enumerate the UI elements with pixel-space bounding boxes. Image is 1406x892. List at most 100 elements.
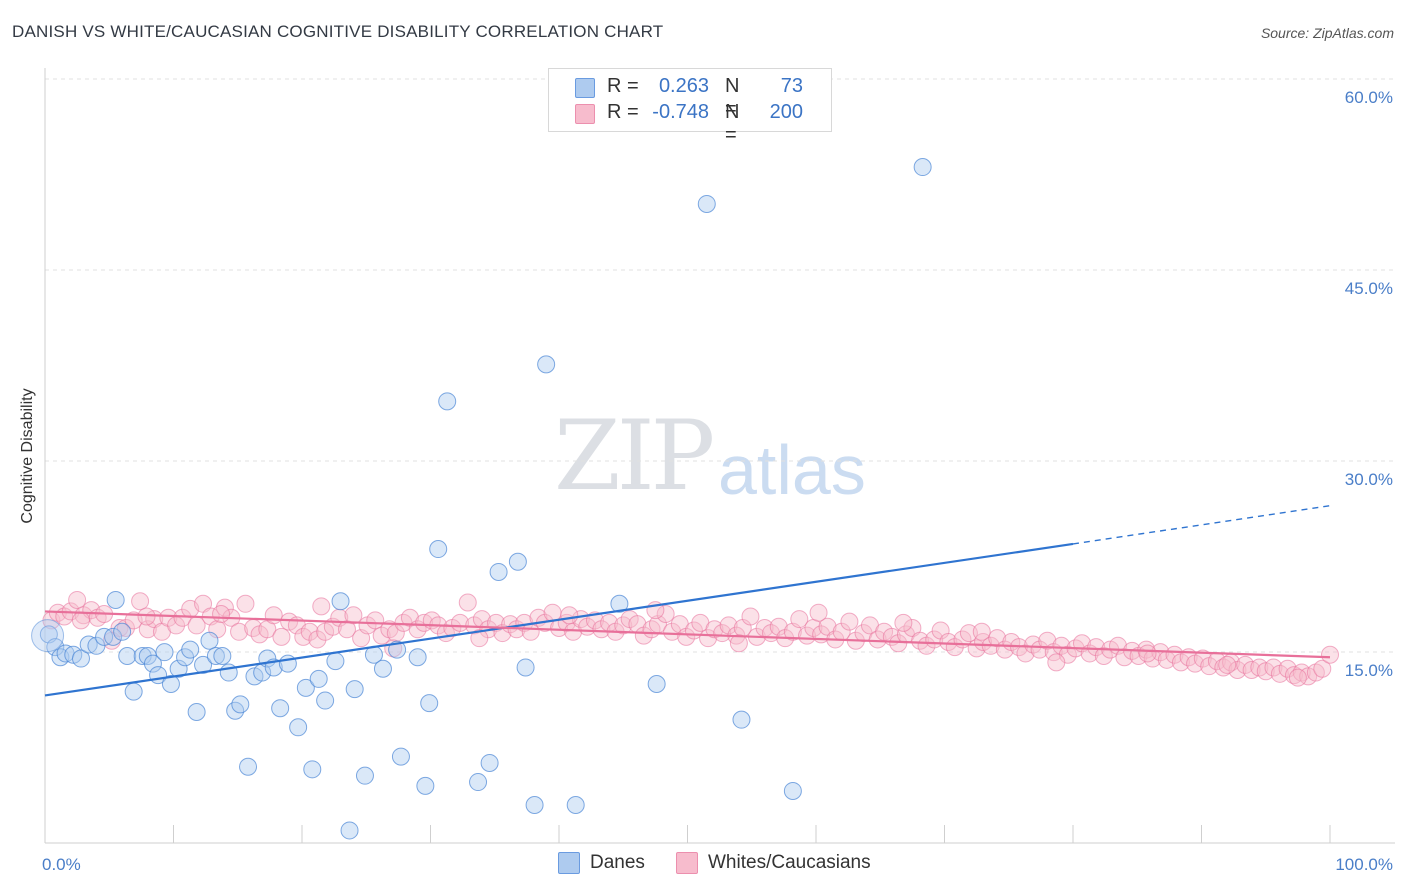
danes-point bbox=[429, 540, 448, 559]
whites-point bbox=[470, 629, 489, 648]
danes-point bbox=[783, 781, 802, 800]
legend-n-value: 200 bbox=[769, 101, 803, 123]
danes-point bbox=[303, 760, 322, 779]
whites-trend-line bbox=[44, 610, 1331, 659]
whites-point bbox=[372, 626, 391, 645]
y-tick-label: 30.0% bbox=[1345, 470, 1393, 489]
whites-point bbox=[560, 606, 579, 625]
whites-point bbox=[729, 634, 748, 653]
chart-title: DANISH VS WHITE/CAUCASIAN COGNITIVE DISA… bbox=[12, 22, 664, 41]
watermark-zip: ZIP bbox=[554, 400, 715, 512]
danes-trend-line bbox=[44, 542, 1074, 697]
whites-point bbox=[366, 611, 385, 630]
danes-point bbox=[79, 635, 98, 654]
whites-point bbox=[1313, 659, 1332, 678]
whites-point bbox=[308, 630, 327, 649]
x-tick-label: 100.0% bbox=[1335, 855, 1393, 874]
whites-point bbox=[1288, 668, 1307, 687]
correlation-legend: R = 0.263 N = 73 R = -0.748 N = 200 bbox=[548, 68, 832, 146]
whites-point bbox=[656, 604, 675, 623]
legend-item-whites[interactable]: Whites/Caucasians bbox=[676, 852, 871, 874]
danes-point bbox=[489, 562, 508, 581]
whites-series bbox=[42, 590, 1339, 687]
legend-n-value: 73 bbox=[780, 75, 803, 97]
whites-point bbox=[840, 612, 859, 631]
danes-point bbox=[408, 648, 427, 667]
danes-point bbox=[118, 646, 137, 665]
whites-point bbox=[1038, 631, 1057, 650]
danes-point bbox=[647, 675, 666, 694]
whites-point bbox=[1094, 646, 1113, 665]
whites-point bbox=[68, 590, 87, 609]
danes-point bbox=[31, 619, 65, 653]
danes-point bbox=[391, 747, 410, 766]
legend-r-label: R = bbox=[607, 101, 639, 123]
series-legend: Danes Whites/Caucasians bbox=[0, 852, 1406, 876]
danes-point bbox=[566, 795, 585, 814]
danes-point bbox=[438, 392, 457, 411]
whites-point bbox=[634, 626, 653, 645]
danes-series bbox=[31, 158, 932, 840]
whites-point bbox=[1193, 649, 1212, 668]
whites-point bbox=[212, 604, 231, 623]
y-tick-label: 15.0% bbox=[1345, 661, 1393, 680]
whites-point bbox=[809, 603, 828, 622]
danes-point bbox=[296, 678, 315, 697]
danes-point bbox=[913, 158, 932, 177]
danes-point bbox=[537, 355, 556, 374]
danes-point bbox=[71, 649, 90, 668]
danes-point bbox=[289, 718, 308, 737]
whites-point bbox=[959, 624, 978, 643]
danes-point bbox=[331, 592, 350, 611]
y-tick-label: 45.0% bbox=[1345, 279, 1393, 298]
danes-point bbox=[525, 795, 544, 814]
danes-point bbox=[345, 680, 364, 699]
axes bbox=[44, 68, 1395, 844]
danes-point bbox=[113, 622, 132, 641]
legend-r-value: 0.263 bbox=[658, 75, 709, 97]
whites-point bbox=[71, 611, 90, 630]
whites-point bbox=[300, 622, 319, 641]
danes-point bbox=[143, 654, 162, 673]
whites-legend-label: Whites/Caucasians bbox=[708, 852, 871, 873]
danes-point bbox=[181, 640, 200, 659]
danes-point bbox=[508, 552, 527, 571]
whites-point bbox=[137, 607, 156, 626]
danes-point bbox=[340, 821, 359, 840]
whites-point bbox=[159, 608, 178, 627]
whites-point bbox=[272, 627, 291, 646]
danes-point bbox=[516, 658, 535, 677]
danes-point bbox=[187, 703, 206, 722]
danes-point bbox=[388, 640, 407, 659]
danes-point bbox=[326, 652, 345, 671]
danes-point bbox=[200, 631, 219, 650]
danes-point bbox=[194, 655, 213, 674]
legend-r-value: -0.748 bbox=[652, 101, 709, 123]
gridlines bbox=[45, 78, 1395, 653]
whites-point bbox=[458, 593, 477, 612]
danes-legend-label: Danes bbox=[590, 852, 645, 873]
whites-point bbox=[894, 613, 913, 632]
whites-point bbox=[713, 624, 732, 643]
whites-point bbox=[344, 606, 363, 625]
danes-point bbox=[355, 766, 374, 785]
legend-item-danes[interactable]: Danes bbox=[558, 852, 645, 874]
danes-point bbox=[469, 773, 488, 792]
whites-legend-swatch bbox=[676, 852, 698, 874]
whites-point bbox=[972, 622, 991, 641]
whites-point bbox=[741, 607, 760, 626]
whites-point bbox=[769, 617, 788, 636]
whites-point bbox=[236, 594, 255, 613]
whites-swatch bbox=[575, 104, 595, 124]
x-tick-label: 0.0% bbox=[42, 855, 81, 874]
whites-point bbox=[790, 610, 809, 629]
trend-lines bbox=[44, 505, 1331, 697]
whites-point bbox=[312, 597, 331, 616]
whites-point bbox=[677, 627, 696, 646]
whites-point bbox=[1264, 658, 1283, 677]
chart-source: Source: ZipAtlas.com bbox=[1260, 25, 1394, 41]
watermark-atlas: atlas bbox=[718, 431, 866, 509]
y-tick-label: 60.0% bbox=[1345, 88, 1393, 107]
whites-point bbox=[1115, 648, 1134, 667]
legend-n-label: N = bbox=[725, 101, 740, 146]
